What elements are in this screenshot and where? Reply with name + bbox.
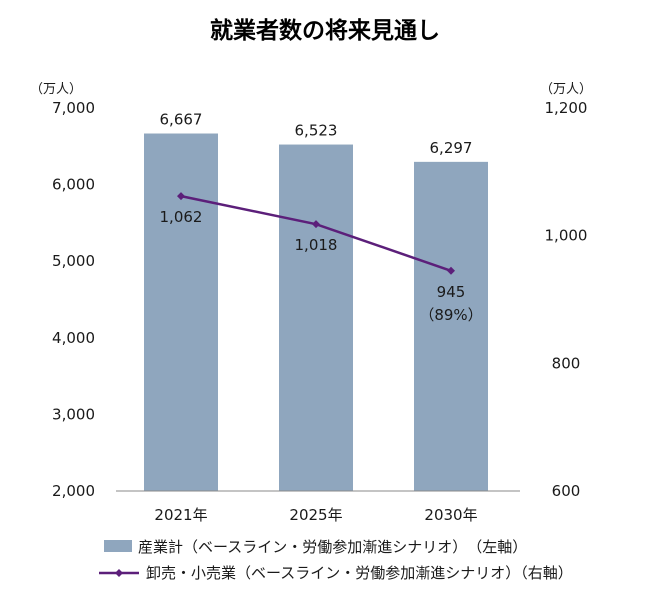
line-value-label: 945 bbox=[437, 283, 466, 301]
right-axis-unit: （万人） bbox=[540, 82, 592, 97]
legend-bar-swatch bbox=[104, 540, 132, 552]
line-value-label: 1,018 bbox=[295, 236, 338, 254]
bar bbox=[144, 133, 218, 491]
line-series: 1,062 1,018 945 （89%） bbox=[160, 192, 483, 324]
right-tick-label: 1,200 bbox=[545, 99, 588, 117]
right-tick-label: 600 bbox=[552, 482, 581, 500]
x-tick-label: 2021年 bbox=[154, 506, 207, 524]
legend-line-marker bbox=[115, 569, 123, 577]
right-tick-label: 1,000 bbox=[545, 227, 588, 245]
bar-value-label: 6,297 bbox=[430, 139, 473, 157]
legend: 産業計（ベースライン・労働参加漸進シナリオ） （左軸） 卸売・小売業（ベースライ… bbox=[99, 538, 573, 582]
x-tick-label: 2030年 bbox=[424, 506, 477, 524]
x-axis: 2021年 2025年 2030年 bbox=[154, 506, 477, 524]
left-tick-label: 7,000 bbox=[52, 99, 95, 117]
left-axis-unit: （万人） bbox=[30, 82, 82, 97]
chart-title: 就業者数の将来見通し bbox=[210, 17, 440, 44]
line-share-label: （89%） bbox=[419, 306, 482, 324]
bar-value-label: 6,523 bbox=[295, 122, 338, 140]
legend-bar-label: 産業計（ベースライン・労働参加漸進シナリオ） （左軸） bbox=[138, 538, 527, 556]
line-point bbox=[177, 192, 185, 201]
bar bbox=[414, 161, 488, 491]
x-tick-label: 2025年 bbox=[289, 506, 342, 524]
left-tick-label: 6,000 bbox=[52, 176, 95, 194]
legend-line-label: 卸売・小売業（ベースライン・労働参加漸進シナリオ）（右軸） bbox=[146, 564, 573, 582]
line-point bbox=[447, 266, 455, 275]
right-axis: 600 800 1,000 1,200 bbox=[545, 99, 588, 500]
left-tick-label: 3,000 bbox=[52, 405, 95, 423]
line-value-label: 1,062 bbox=[160, 208, 203, 226]
line-point bbox=[312, 220, 320, 229]
left-tick-label: 4,000 bbox=[52, 329, 95, 347]
bar bbox=[279, 144, 353, 491]
left-tick-label: 5,000 bbox=[52, 252, 95, 270]
left-tick-label: 2,000 bbox=[52, 482, 95, 500]
bar-value-label: 6,667 bbox=[160, 111, 203, 129]
left-axis: 2,000 3,000 4,000 5,000 6,000 7,000 bbox=[52, 99, 95, 500]
right-tick-label: 800 bbox=[552, 354, 581, 372]
